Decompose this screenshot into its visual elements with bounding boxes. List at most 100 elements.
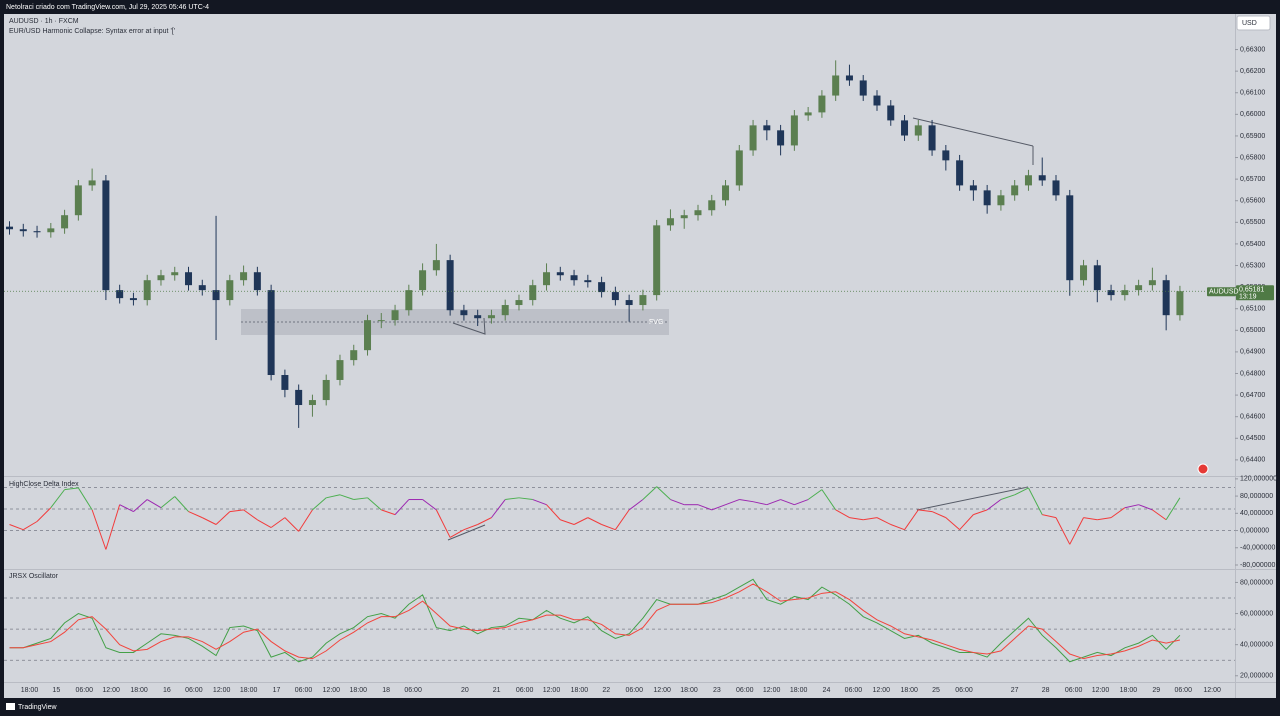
indicator-segment: [532, 499, 547, 506]
x-tick-label: 18: [382, 687, 390, 694]
candle-body: [983, 190, 991, 206]
indicator-segment: [614, 509, 630, 530]
indicator-segment: [918, 509, 933, 513]
candle-body: [240, 272, 248, 281]
y-tick-label: 80,000000: [1240, 579, 1273, 586]
candle-body: [1038, 175, 1046, 181]
x-tick-label: 29: [1152, 687, 1160, 694]
y-tick-label: 80,000000: [1240, 493, 1273, 500]
indicator-segment: [491, 499, 506, 518]
candle-body: [887, 105, 895, 121]
y-tick-label: 0,65500: [1240, 219, 1265, 226]
x-tick-label: 25: [932, 687, 940, 694]
y-tick-label: 0,64600: [1240, 414, 1265, 421]
candle-body: [1176, 291, 1184, 316]
indicator-segment: [188, 511, 203, 519]
y-tick-label: 0,66000: [1240, 111, 1265, 118]
candle-body: [653, 225, 661, 296]
x-tick-label: 06:00: [845, 687, 863, 694]
candle-body: [749, 125, 757, 151]
indicator-segment: [284, 517, 300, 532]
candle-body: [901, 120, 909, 136]
y-tick-label: 0,000000: [1240, 527, 1269, 534]
candle-body: [1080, 265, 1088, 281]
indicator-segment: [849, 517, 864, 521]
candle-body: [1135, 285, 1143, 291]
indicator-segment: [394, 499, 410, 515]
candle-body: [446, 260, 454, 311]
candle-body: [350, 350, 358, 361]
x-tick-label: 06:00: [1174, 687, 1192, 694]
x-tick-label: 20: [461, 687, 469, 694]
indicator-title: HighClose Delta Index: [9, 481, 79, 488]
candle-body: [1162, 280, 1170, 316]
candle-body: [777, 130, 785, 146]
candle-body: [116, 290, 124, 299]
candle-body: [185, 272, 193, 286]
indicator-segment: [298, 509, 313, 532]
indicator-segment: [463, 524, 478, 531]
brand-logo: [6, 703, 15, 710]
indicator-segment: [64, 487, 79, 491]
candle-body: [460, 310, 468, 316]
y-tick-label: 0,65600: [1240, 198, 1265, 205]
x-tick-label: 15: [52, 687, 60, 694]
indicator-segment: [381, 509, 396, 516]
indicator-segment: [863, 517, 878, 521]
candle-body: [969, 185, 977, 191]
indicator-segment: [711, 504, 726, 511]
indicator-segment: [697, 504, 712, 511]
x-tick-label: 21: [493, 687, 501, 694]
indicator-segment: [91, 509, 107, 550]
indicator-segment: [1124, 504, 1139, 509]
indicator-segment: [229, 509, 244, 513]
indicator-segment: [1028, 487, 1043, 515]
candle-body: [598, 282, 606, 293]
x-tick-label: 12:00: [1203, 687, 1221, 694]
x-tick-label: 27: [1011, 687, 1019, 694]
y-tick-label: 0,64700: [1240, 392, 1265, 399]
candle-body: [694, 210, 702, 216]
y-tick-label: 0,65700: [1240, 176, 1265, 183]
candle-body: [226, 280, 234, 301]
indicator-line: [9, 578, 1181, 663]
indicator-segment: [560, 519, 575, 525]
x-tick-label: 18:00: [1120, 687, 1138, 694]
countdown-label: 13:19: [1239, 294, 1257, 301]
indicator-segment: [215, 511, 231, 525]
y-tick-label: 0,66200: [1240, 68, 1265, 75]
candle-body: [763, 125, 771, 131]
indicator-segment: [807, 489, 823, 500]
x-tick-label: 06:00: [1065, 687, 1083, 694]
candle-body: [501, 305, 509, 316]
candle-body: [33, 231, 41, 233]
indicator-segment: [573, 517, 589, 525]
indicator-segment: [1152, 509, 1167, 521]
y-tick-label: 0,64400: [1240, 457, 1265, 464]
x-tick-label: 28: [1042, 687, 1050, 694]
x-tick-label: 18:00: [680, 687, 698, 694]
candle-body: [129, 298, 137, 301]
x-tick-label: 06:00: [516, 687, 534, 694]
x-tick-label: 18:00: [790, 687, 808, 694]
currency-button[interactable]: [1236, 15, 1271, 31]
indicator-segment: [105, 504, 121, 550]
candle-body: [515, 300, 523, 306]
candle-body: [529, 285, 537, 301]
candle-body: [308, 400, 316, 406]
indicator-segment: [1110, 507, 1126, 519]
candle-body: [432, 260, 440, 271]
indicator-segment: [326, 494, 341, 499]
event-flag[interactable]: [1197, 463, 1209, 475]
x-tick-label: 06:00: [295, 687, 313, 694]
candle-body: [859, 80, 867, 96]
x-tick-label: 06:00: [625, 687, 643, 694]
candle-body: [102, 180, 110, 291]
indicator-segment: [821, 489, 837, 511]
candle-body: [212, 290, 220, 301]
x-tick-label: 12:00: [102, 687, 120, 694]
indicator-segment: [766, 499, 781, 506]
candle-body: [997, 195, 1005, 206]
candle-body: [556, 272, 564, 276]
divergence-line: [452, 317, 486, 335]
